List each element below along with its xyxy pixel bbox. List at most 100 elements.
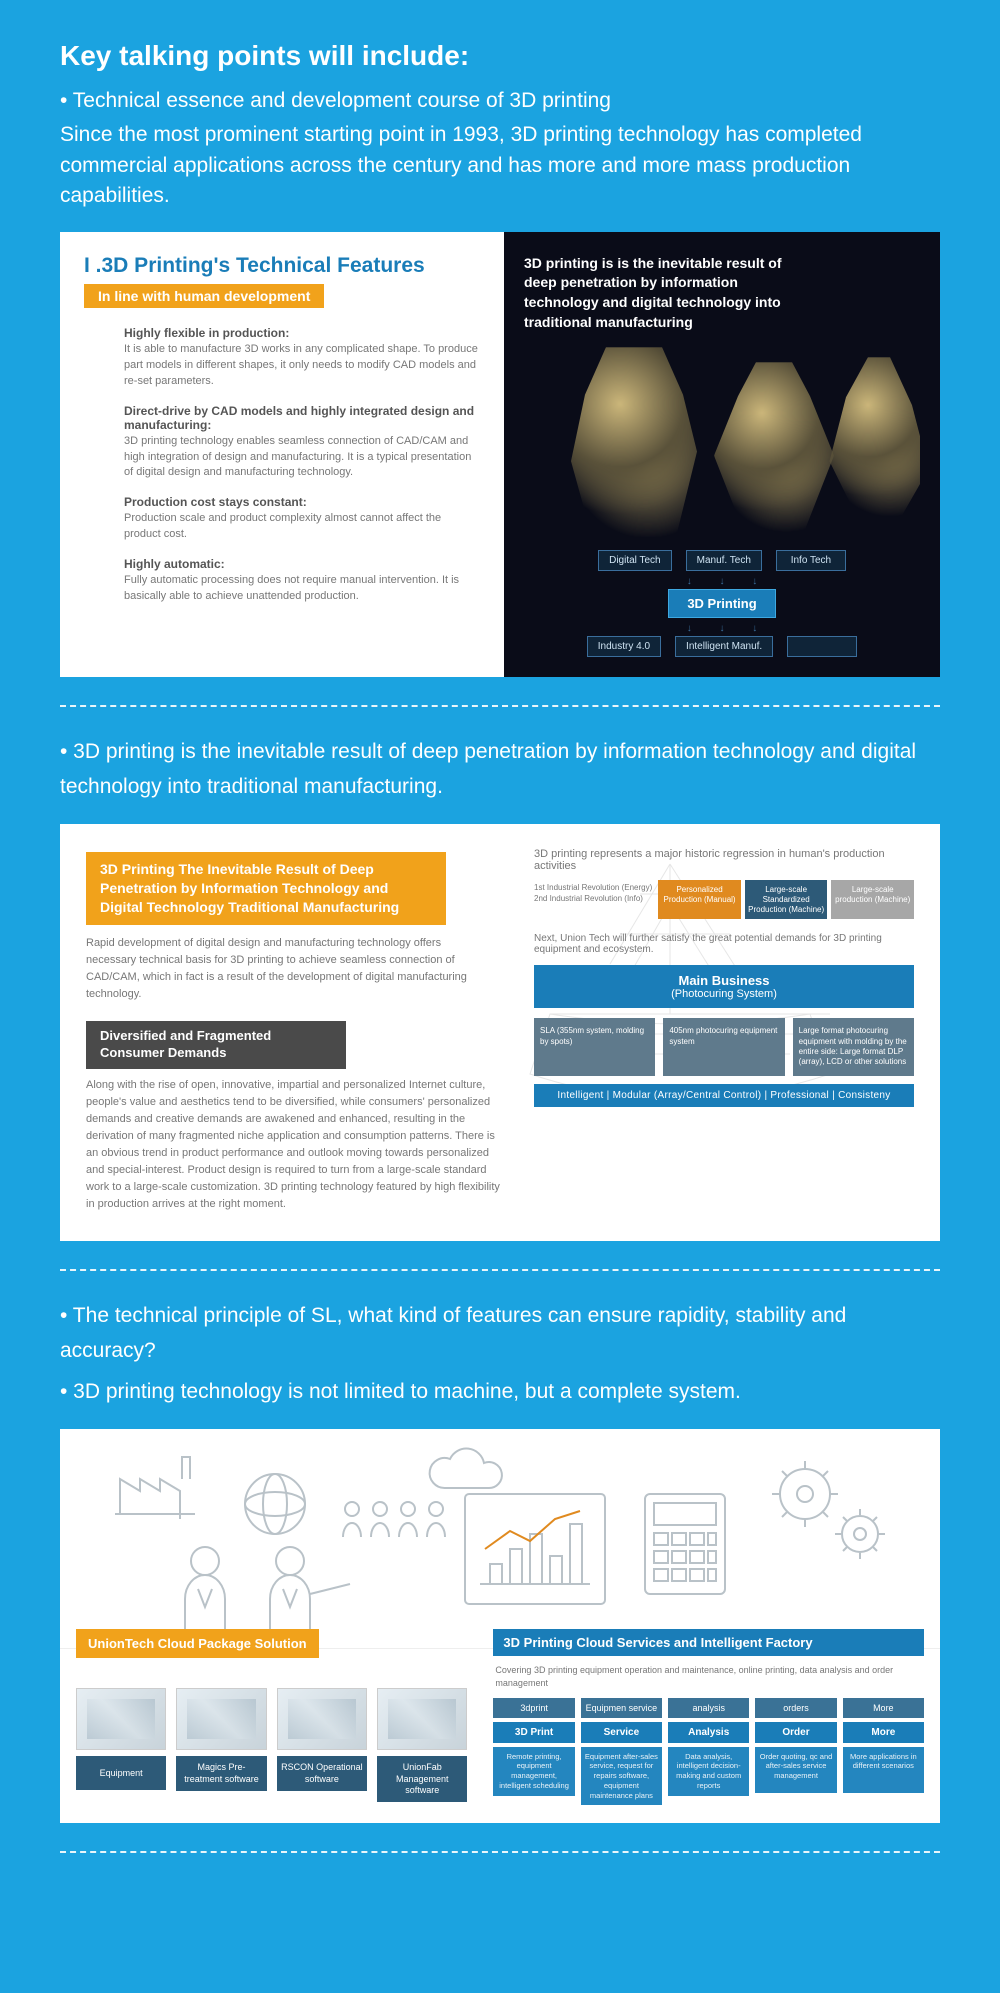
section-divider (60, 705, 940, 707)
grid-head: orders (755, 1698, 836, 1718)
thumb-label: UnionFab Management software (377, 1756, 467, 1802)
gears-icon (760, 1449, 900, 1569)
silhouette-figure (824, 357, 920, 517)
panel2-tri-row: SLA (355nm system, molding by spots)405n… (534, 1018, 914, 1076)
bar-chart-icon (460, 1489, 610, 1609)
grid-col: 3dprint 3D Print Remote printing, equipmen… (493, 1698, 574, 1806)
flow-box: Large-scale Standardized Production (Mac… (745, 880, 828, 919)
panel1-title: I .3D Printing's Technical Features (84, 254, 480, 278)
panel1-right: 3D printing is is the inevitable result … (504, 232, 940, 677)
grid-title: Order (755, 1722, 836, 1743)
panel2-right-caption: 3D printing represents a major historic … (534, 848, 914, 872)
thumb-item: Magics Pre-treatment software (176, 1688, 266, 1802)
grid-col: analysis Analysis Data analysis, intellige… (668, 1698, 749, 1806)
mainbiz-title: Main Business (678, 973, 769, 988)
thumb-image (277, 1688, 367, 1750)
silhouette-figure (714, 362, 834, 532)
panel-deep-penetration: 3D Printing The Inevitable Result of Dee… (60, 824, 940, 1241)
panel1-feature-block: Direct-drive by CAD models and highly in… (124, 404, 480, 482)
grid-title: More (843, 1722, 924, 1743)
tri-box: 405nm photocuring equipment system (663, 1018, 784, 1076)
thumb-item: UnionFab Management software (377, 1688, 467, 1802)
thumb-image (377, 1688, 467, 1750)
grid-body: Data analysis, intelligent decision-maki… (668, 1747, 749, 1796)
grid-body: More applications in different scenarios (843, 1747, 924, 1793)
panel3-grid: 3dprint 3D Print Remote printing, equipmen… (493, 1698, 924, 1806)
grid-head: 3dprint (493, 1698, 574, 1718)
grid-body: Equipment after-sales service, request f… (581, 1747, 662, 1806)
silhouette-graphic (524, 342, 920, 542)
feature-body: Production scale and product complexity … (124, 511, 480, 543)
grid-col: orders Order Order quoting, qc and after-s… (755, 1698, 836, 1806)
thumb-item: RSCON Operational software (277, 1688, 367, 1802)
grid-title: Analysis (668, 1722, 749, 1743)
panel1-feature-block: Highly automatic:Fully automatic process… (124, 557, 480, 605)
panel3-left: UnionTech Cloud Package Solution Equipme… (60, 1649, 483, 1823)
panel1-feature-block: Highly flexible in production: It is able… (124, 326, 480, 390)
panel1-left: I .3D Printing's Technical Features In l… (60, 232, 504, 677)
thumb-label: RSCON Operational software (277, 1756, 367, 1791)
panel3-bottom: UnionTech Cloud Package Solution Equipme… (60, 1649, 940, 1823)
diagram-node: Manuf. Tech (686, 550, 762, 571)
globe-icon (240, 1469, 310, 1539)
grid-col: Equipmen service Service Equipment after-s… (581, 1698, 662, 1806)
factory-icon (110, 1449, 200, 1519)
arrow-down-icon: ↓ ↓ ↓ (524, 624, 920, 634)
panel3-thumbs: EquipmentMagics Pre-treatment softwareRS… (76, 1688, 467, 1802)
tri-box: Large format photocuring equipment with … (793, 1018, 914, 1076)
feature-head: Direct-drive by CAD models and highly in… (124, 404, 480, 432)
calculator-icon (640, 1489, 730, 1599)
mid-bullet-2a: • The technical principle of SL, what ki… (60, 1299, 940, 1368)
feature-body: 3D printing technology enables seamless … (124, 434, 480, 482)
grid-body: Order quoting, qc and after-sales servic… (755, 1747, 836, 1793)
panel2-tagbar: Intelligent | Modular (Array/Central Con… (534, 1084, 914, 1107)
mid-bullet-1: • 3D printing is the inevitable result o… (60, 735, 940, 804)
diagram-node: Intelligent Manuf. (675, 636, 773, 657)
panel2-body2: Along with the rise of open, innovative,… (86, 1077, 506, 1213)
panel3-right-head: 3D Printing Cloud Services and Intellige… (493, 1629, 924, 1656)
grid-head: analysis (668, 1698, 749, 1718)
feature-head: Highly flexible in production: (124, 326, 480, 340)
thumb-image (76, 1688, 166, 1750)
diagram-node (787, 636, 857, 657)
panel-cloud-solution: UnionTech Cloud Package Solution Equipme… (60, 1429, 940, 1823)
grid-col: More More More applications in different s… (843, 1698, 924, 1806)
feature-body: It is able to manufacture 3D works in an… (124, 342, 480, 390)
grid-title: 3D Print (493, 1722, 574, 1743)
panel2-note: Next, Union Tech will further satisfy th… (534, 933, 914, 955)
panel2-flow: 1st Industrial Revolution (Energy) 2nd I… (534, 880, 914, 919)
grid-title: Service (581, 1722, 662, 1743)
flow-box: Large-scale production (Machine) (831, 880, 914, 919)
section-divider (60, 1269, 940, 1271)
silhouette-figure (564, 347, 704, 537)
panel3-left-bar: UnionTech Cloud Package Solution (76, 1629, 319, 1658)
flow-label: 1st Industrial Revolution (Energy) (534, 883, 652, 893)
flow-box: Personalized Production (Manual) (658, 880, 741, 919)
thumb-label: Magics Pre-treatment software (176, 1756, 266, 1791)
flow-label: 2nd Industrial Revolution (Info) (534, 894, 652, 904)
page-root: Key talking points will include: • Techn… (0, 0, 1000, 1921)
diagram-node: Info Tech (776, 550, 846, 571)
panel1-feature-block: Production cost stays constant: Productio… (124, 495, 480, 543)
tri-box: SLA (355nm system, molding by spots) (534, 1018, 655, 1076)
panel-technical-features: I .3D Printing's Technical Features In l… (60, 232, 940, 677)
intro-body: Since the most prominent starting point … (60, 120, 940, 211)
panel1-diagram: Digital TechManuf. TechInfo Tech ↓ ↓ ↓ 3… (524, 550, 920, 657)
mid-bullet-2b: • 3D printing technology is not limited … (60, 1375, 940, 1410)
panel2-dark-head: Diversified and Fragmented Consumer Dema… (86, 1021, 346, 1069)
panel2-body1: Rapid development of digital design and … (86, 935, 486, 1003)
panel2-orange-head: 3D Printing The Inevitable Result of Dee… (86, 852, 446, 925)
panel1-right-head: 3D printing is is the inevitable result … (524, 254, 784, 332)
thumb-image (176, 1688, 266, 1750)
panel3-right-sub: Covering 3D printing equipment operation… (495, 1664, 924, 1689)
panel2-right: 3D printing represents a major historic … (534, 848, 914, 1106)
people-icon (340, 1499, 450, 1539)
panel1-subbar: In line with human development (84, 284, 324, 308)
diagram-node: Industry 4.0 (587, 636, 661, 657)
panel3-right: 3D Printing Cloud Services and Intellige… (483, 1649, 940, 1823)
feature-head: Highly automatic: (124, 557, 480, 571)
feature-head: Production cost stays constant: (124, 495, 480, 509)
grid-head: More (843, 1698, 924, 1718)
grid-body: Remote printing, equipment management, i… (493, 1747, 574, 1796)
grid-head: Equipmen service (581, 1698, 662, 1718)
